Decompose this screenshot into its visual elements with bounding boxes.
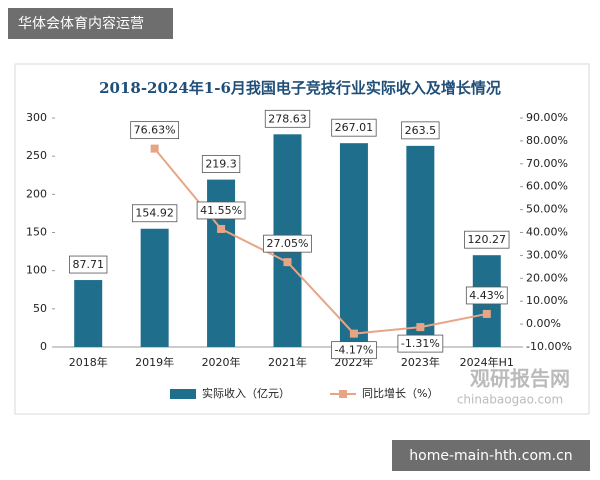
bar-value-label: 267.01: [335, 121, 374, 134]
legend-label: 实际收入（亿元）: [202, 386, 290, 400]
x-tick-label: 2019年: [135, 355, 174, 369]
line-value-label: -1.31%: [401, 337, 440, 350]
x-tick-label: 2018年: [69, 355, 108, 369]
banner: 华体会体育内容运营: [18, 15, 144, 32]
line-point: [349, 329, 358, 338]
y2-tick-label: 10.00%: [526, 294, 568, 307]
footer: home-main-hth.com.cn: [409, 448, 572, 464]
line-value-label-box: [263, 234, 312, 253]
y2-tick-label: 80.00%: [526, 134, 568, 147]
footer-box: [392, 440, 590, 471]
y2-tick-label: 70.00%: [526, 157, 568, 170]
x-tick-label: 2020年: [202, 355, 241, 369]
line-point: [150, 144, 159, 153]
y2-tick-label: 20.00%: [526, 271, 568, 284]
banner-box: [8, 8, 173, 39]
bar-value-label-box: [69, 255, 108, 274]
line-value-label: 76.63%: [134, 124, 176, 137]
y2-tick-label: 30.00%: [526, 248, 568, 261]
y-tick-label: 50: [33, 302, 47, 315]
bar-value-label-box: [264, 109, 311, 128]
bar-value-label: 120.27: [468, 233, 507, 246]
bar: [406, 145, 435, 347]
chart-title: 2018-2024年1-6月我国电子竞技行业实际收入及增长情况: [99, 79, 501, 97]
bar-value-label-box: [401, 121, 440, 140]
line-value-label-box: [130, 121, 180, 140]
legend-swatch-marker: [339, 390, 347, 398]
line-value-label-box: [331, 341, 377, 360]
line-value-label: 41.55%: [200, 204, 242, 217]
legend-label: 同比增长（%）: [362, 386, 438, 400]
bar: [140, 228, 169, 347]
bar-value-label-box: [464, 230, 510, 249]
y-tick-label: 100: [26, 264, 47, 277]
bar-value-label: 87.71: [72, 258, 104, 271]
line-value-label: 27.05%: [267, 237, 309, 250]
y2-tick-label: 40.00%: [526, 226, 568, 239]
bar-value-label: 154.92: [135, 207, 174, 220]
line-value-label: -4.17%: [334, 344, 373, 357]
watermark-name: 观研报告网: [470, 367, 570, 391]
bar-value-label-box: [331, 118, 377, 137]
x-tick-label: 2024年H1: [460, 355, 514, 369]
line-value-label-box: [397, 334, 444, 353]
line-point: [482, 309, 491, 318]
y2-tick-label: 90.00%: [526, 111, 568, 124]
bar-value-label: 263.5: [405, 124, 437, 137]
y-tick-label: 150: [26, 226, 47, 239]
watermark-url: chinabaogao.com: [457, 393, 563, 407]
x-tick-label: 2023年: [401, 355, 440, 369]
y2-tick-label: -10.00%: [526, 340, 572, 353]
bar: [339, 143, 368, 347]
bar-value-label-box: [201, 155, 241, 174]
line-point: [283, 258, 292, 267]
bar: [74, 280, 103, 347]
bar-value-label-box: [131, 204, 178, 223]
line-value-label: 4.43%: [469, 289, 504, 302]
y-tick-label: 300: [26, 111, 47, 124]
bar-value-label: 219.3: [205, 158, 237, 171]
line-value-label-box: [196, 201, 246, 220]
y2-tick-label: 0.00%: [526, 317, 561, 330]
line-value-label-box: [465, 286, 508, 305]
x-tick-label: 2021年: [268, 355, 307, 369]
legend-swatch: [170, 389, 196, 399]
y-tick-label: 0: [40, 340, 47, 353]
bar-value-label: 278.63: [268, 112, 307, 125]
y2-tick-label: 60.00%: [526, 180, 568, 193]
line-point: [217, 224, 226, 233]
line-point: [416, 323, 425, 332]
y-tick-label: 250: [26, 149, 47, 162]
y-tick-label: 200: [26, 187, 47, 200]
y2-tick-label: 50.00%: [526, 203, 568, 216]
